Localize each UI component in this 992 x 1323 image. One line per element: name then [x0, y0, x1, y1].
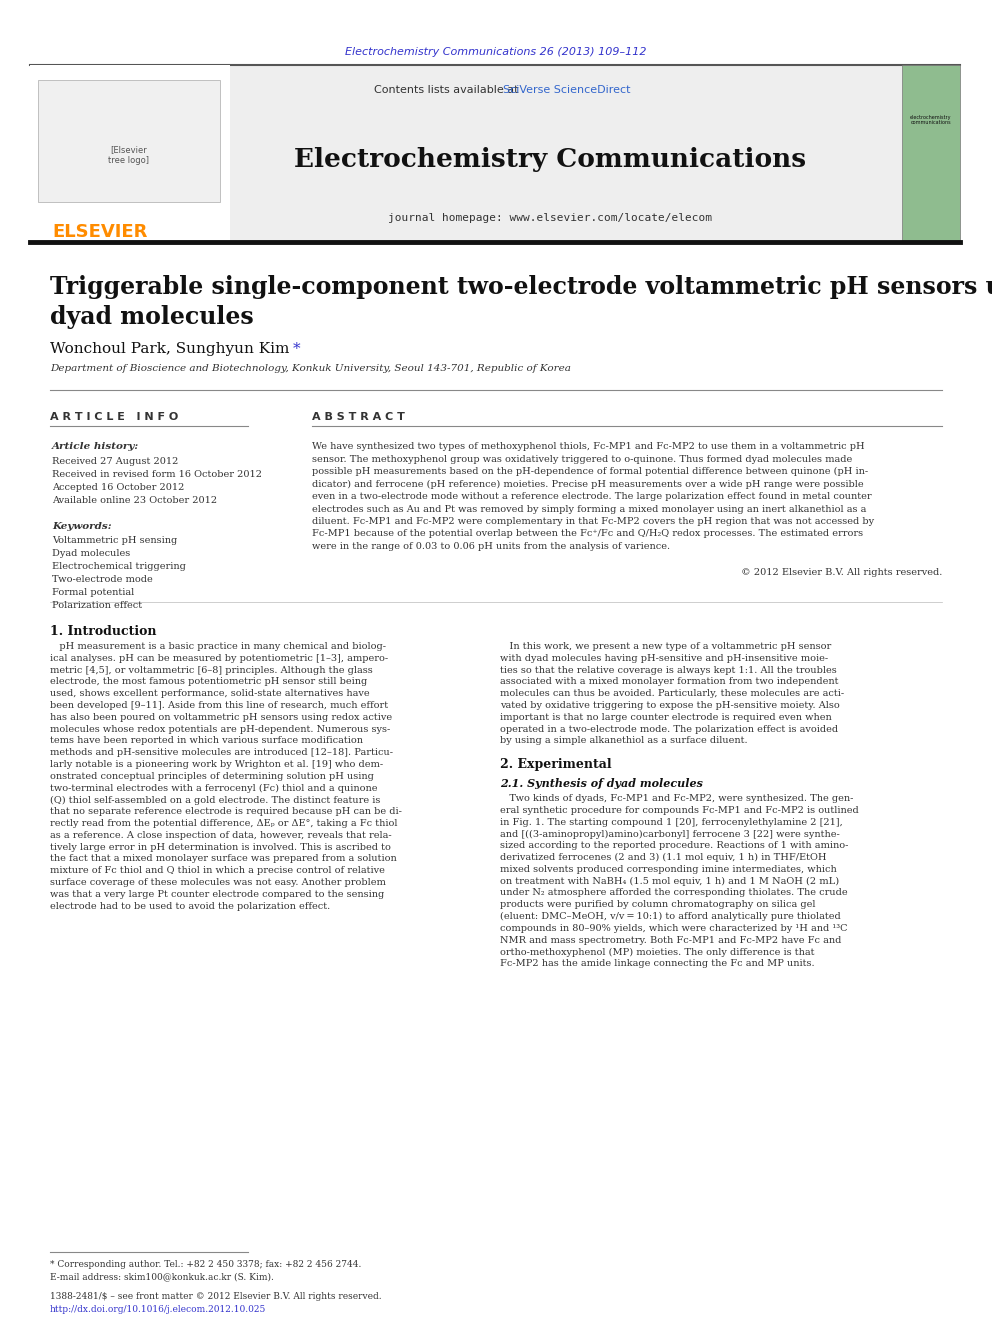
Bar: [902, 65, 960, 242]
Text: on treatment with NaBH₄ (1.5 mol equiv, 1 h) and 1 M NaOH (2 mL): on treatment with NaBH₄ (1.5 mol equiv, …: [500, 877, 839, 885]
Text: sensor. The methoxyphenol group was oxidatively triggered to o-quinone. Thus for: sensor. The methoxyphenol group was oxid…: [312, 455, 852, 463]
Text: Fc-MP2 has the amide linkage connecting the Fc and MP units.: Fc-MP2 has the amide linkage connecting …: [500, 959, 814, 968]
Text: In this work, we present a new type of a voltammetric pH sensor: In this work, we present a new type of a…: [500, 642, 831, 651]
Text: was that a very large Pt counter electrode compared to the sensing: was that a very large Pt counter electro…: [50, 890, 384, 898]
Text: Electrochemistry Communications: Electrochemistry Communications: [294, 147, 806, 172]
Text: dicator) and ferrocene (pH reference) moieties. Precise pH measurements over a w: dicator) and ferrocene (pH reference) mo…: [312, 479, 864, 488]
Text: mixed solvents produced corresponding imine intermediates, which: mixed solvents produced corresponding im…: [500, 865, 836, 873]
Bar: [38, 79, 220, 202]
Text: has also been poured on voltammetric pH sensors using redox active: has also been poured on voltammetric pH …: [50, 713, 392, 722]
Text: possible pH measurements based on the pH-dependence of formal potential differen: possible pH measurements based on the pH…: [312, 467, 868, 476]
Text: journal homepage: www.elsevier.com/locate/elecom: journal homepage: www.elsevier.com/locat…: [388, 213, 712, 224]
Text: Available online 23 October 2012: Available online 23 October 2012: [52, 496, 217, 505]
Text: metric [4,5], or voltammetric [6–8] principles. Although the glass: metric [4,5], or voltammetric [6–8] prin…: [50, 665, 373, 675]
Text: 1. Introduction: 1. Introduction: [50, 624, 157, 638]
Text: derivatized ferrocenes (2 and 3) (1.1 mol equiv, 1 h) in THF/EtOH: derivatized ferrocenes (2 and 3) (1.1 mo…: [500, 853, 826, 863]
Text: We have synthesized two types of methoxyphenol thiols, Fc-MP1 and Fc-MP2 to use : We have synthesized two types of methoxy…: [312, 442, 865, 451]
Text: Wonchoul Park, Sunghyun Kim: Wonchoul Park, Sunghyun Kim: [50, 343, 295, 356]
Text: eral synthetic procedure for compounds Fc-MP1 and Fc-MP2 is outlined: eral synthetic procedure for compounds F…: [500, 806, 859, 815]
Text: onstrated conceptual principles of determining solution pH using: onstrated conceptual principles of deter…: [50, 771, 374, 781]
Text: *: *: [293, 343, 301, 356]
Text: 1388-2481/$ – see front matter © 2012 Elsevier B.V. All rights reserved.: 1388-2481/$ – see front matter © 2012 El…: [50, 1293, 382, 1301]
Text: diluent. Fc-MP1 and Fc-MP2 were complementary in that Fc-MP2 covers the pH regio: diluent. Fc-MP1 and Fc-MP2 were compleme…: [312, 517, 874, 527]
Text: by using a simple alkanethiol as a surface diluent.: by using a simple alkanethiol as a surfa…: [500, 737, 748, 745]
Text: ELSEVIER: ELSEVIER: [53, 224, 148, 241]
Text: tems have been reported in which various surface modification: tems have been reported in which various…: [50, 737, 363, 745]
Text: products were purified by column chromatography on silica gel: products were purified by column chromat…: [500, 900, 815, 909]
Text: electrodes such as Au and Pt was removed by simply forming a mixed monolayer usi: electrodes such as Au and Pt was removed…: [312, 504, 866, 513]
Text: electrode, the most famous potentiometric pH sensor still being: electrode, the most famous potentiometri…: [50, 677, 367, 687]
Text: vated by oxidative triggering to expose the pH-sensitive moiety. Also: vated by oxidative triggering to expose …: [500, 701, 840, 710]
Text: Voltammetric pH sensing: Voltammetric pH sensing: [52, 536, 178, 545]
Text: Accepted 16 October 2012: Accepted 16 October 2012: [52, 483, 185, 492]
Text: Contents lists available at: Contents lists available at: [374, 85, 522, 95]
Text: the fact that a mixed monolayer surface was prepared from a solution: the fact that a mixed monolayer surface …: [50, 855, 397, 864]
Text: even in a two-electrode mode without a reference electrode. The large polarizati: even in a two-electrode mode without a r…: [312, 492, 872, 501]
Text: surface coverage of these molecules was not easy. Another problem: surface coverage of these molecules was …: [50, 878, 386, 886]
Text: * Corresponding author. Tel.: +82 2 450 3378; fax: +82 2 456 2744.: * Corresponding author. Tel.: +82 2 450 …: [50, 1259, 361, 1269]
Text: SciVerse ScienceDirect: SciVerse ScienceDirect: [503, 85, 630, 95]
Text: Department of Bioscience and Biotechnology, Konkuk University, Seoul 143-701, Re: Department of Bioscience and Biotechnolo…: [50, 364, 570, 373]
Text: (Q) thiol self-assembled on a gold electrode. The distinct feature is: (Q) thiol self-assembled on a gold elect…: [50, 795, 380, 804]
Text: used, shows excellent performance, solid-state alternatives have: used, shows excellent performance, solid…: [50, 689, 370, 699]
Text: rectly read from the potential difference, ΔEₚ or ΔE°, taking a Fc thiol: rectly read from the potential differenc…: [50, 819, 398, 828]
Text: associated with a mixed monolayer formation from two independent: associated with a mixed monolayer format…: [500, 677, 838, 687]
Text: under N₂ atmosphere afforded the corresponding thiolates. The crude: under N₂ atmosphere afforded the corresp…: [500, 889, 847, 897]
Text: electrochemistry
communications: electrochemistry communications: [911, 115, 951, 126]
Text: Keywords:: Keywords:: [52, 523, 112, 531]
Text: ical analyses. pH can be measured by potentiometric [1–3], ampero-: ical analyses. pH can be measured by pot…: [50, 654, 388, 663]
Text: sized according to the reported procedure. Reactions of 1 with amino-: sized according to the reported procedur…: [500, 841, 848, 851]
Text: Article history:: Article history:: [52, 442, 139, 451]
Text: tively large error in pH determination is involved. This is ascribed to: tively large error in pH determination i…: [50, 843, 391, 852]
Text: Fc-MP1 because of the potential overlap between the Fc⁺/Fc and Q/H₂Q redox proce: Fc-MP1 because of the potential overlap …: [312, 529, 863, 538]
Text: © 2012 Elsevier B.V. All rights reserved.: © 2012 Elsevier B.V. All rights reserved…: [741, 568, 942, 577]
Text: Formal potential: Formal potential: [52, 587, 134, 597]
Text: A R T I C L E   I N F O: A R T I C L E I N F O: [50, 411, 179, 422]
Text: Two kinds of dyads, Fc-MP1 and Fc-MP2, were synthesized. The gen-: Two kinds of dyads, Fc-MP1 and Fc-MP2, w…: [500, 794, 853, 803]
Text: operated in a two-electrode mode. The polarization effect is avoided: operated in a two-electrode mode. The po…: [500, 725, 838, 733]
Text: molecules whose redox potentials are pH-dependent. Numerous sys-: molecules whose redox potentials are pH-…: [50, 725, 390, 733]
Text: 2. Experimental: 2. Experimental: [500, 758, 612, 771]
Text: 2.1. Synthesis of dyad molecules: 2.1. Synthesis of dyad molecules: [500, 778, 703, 789]
Text: in Fig. 1. The starting compound 1 [20], ferrocenylethylamine 2 [21],: in Fig. 1. The starting compound 1 [20],…: [500, 818, 843, 827]
Text: been developed [9–11]. Aside from this line of research, much effort: been developed [9–11]. Aside from this l…: [50, 701, 388, 710]
Text: compounds in 80–90% yields, which were characterized by ¹H and ¹³C: compounds in 80–90% yields, which were c…: [500, 923, 847, 933]
Text: important is that no large counter electrode is required even when: important is that no large counter elect…: [500, 713, 831, 722]
Text: as a reference. A close inspection of data, however, reveals that rela-: as a reference. A close inspection of da…: [50, 831, 392, 840]
Text: Electrochemistry Communications 26 (2013) 109–112: Electrochemistry Communications 26 (2013…: [345, 48, 647, 57]
Text: ortho-methoxyphenol (MP) moieties. The only difference is that: ortho-methoxyphenol (MP) moieties. The o…: [500, 947, 814, 957]
Text: Triggerable single-component two-electrode voltammetric pH sensors using
dyad mo: Triggerable single-component two-electro…: [50, 275, 992, 328]
Text: Two-electrode mode: Two-electrode mode: [52, 576, 153, 583]
Text: [Elsevier
tree logo]: [Elsevier tree logo]: [108, 146, 150, 164]
Text: Electrochemical triggering: Electrochemical triggering: [52, 562, 186, 572]
Text: Polarization effect: Polarization effect: [52, 601, 142, 610]
Text: Received in revised form 16 October 2012: Received in revised form 16 October 2012: [52, 470, 262, 479]
Text: with dyad molecules having pH-sensitive and pH-insensitive moie-: with dyad molecules having pH-sensitive …: [500, 654, 828, 663]
Text: and [((3-aminopropyl)amino)carbonyl] ferrocene 3 [22] were synthe-: and [((3-aminopropyl)amino)carbonyl] fer…: [500, 830, 840, 839]
Text: electrode had to be used to avoid the polarization effect.: electrode had to be used to avoid the po…: [50, 901, 330, 910]
Text: E-mail address: skim100@konkuk.ac.kr (S. Kim).: E-mail address: skim100@konkuk.ac.kr (S.…: [50, 1271, 274, 1281]
Text: Dyad molecules: Dyad molecules: [52, 549, 130, 558]
Text: molecules can thus be avoided. Particularly, these molecules are acti-: molecules can thus be avoided. Particula…: [500, 689, 844, 699]
Text: ties so that the relative coverage is always kept 1:1. All the troubles: ties so that the relative coverage is al…: [500, 665, 836, 675]
Text: Received 27 August 2012: Received 27 August 2012: [52, 456, 179, 466]
Text: were in the range of 0.03 to 0.06 pH units from the analysis of varience.: were in the range of 0.03 to 0.06 pH uni…: [312, 542, 671, 550]
Bar: [30, 65, 960, 242]
Text: (eluent: DMC–MeOH, v/v = 10:1) to afford analytically pure thiolated: (eluent: DMC–MeOH, v/v = 10:1) to afford…: [500, 912, 841, 921]
Text: mixture of Fc thiol and Q thiol in which a precise control of relative: mixture of Fc thiol and Q thiol in which…: [50, 867, 385, 876]
Text: larly notable is a pioneering work by Wrighton et al. [19] who dem-: larly notable is a pioneering work by Wr…: [50, 759, 383, 769]
Bar: [30, 65, 230, 242]
Text: NMR and mass spectrometry. Both Fc-MP1 and Fc-MP2 have Fc and: NMR and mass spectrometry. Both Fc-MP1 a…: [500, 935, 841, 945]
Text: http://dx.doi.org/10.1016/j.elecom.2012.10.025: http://dx.doi.org/10.1016/j.elecom.2012.…: [50, 1304, 267, 1314]
Text: A B S T R A C T: A B S T R A C T: [312, 411, 405, 422]
Text: pH measurement is a basic practice in many chemical and biolog-: pH measurement is a basic practice in ma…: [50, 642, 386, 651]
Text: two-terminal electrodes with a ferrocenyl (Fc) thiol and a quinone: two-terminal electrodes with a ferroceny…: [50, 783, 378, 792]
Text: methods and pH-sensitive molecules are introduced [12–18]. Particu-: methods and pH-sensitive molecules are i…: [50, 749, 393, 757]
Text: that no separate reference electrode is required because pH can be di-: that no separate reference electrode is …: [50, 807, 402, 816]
